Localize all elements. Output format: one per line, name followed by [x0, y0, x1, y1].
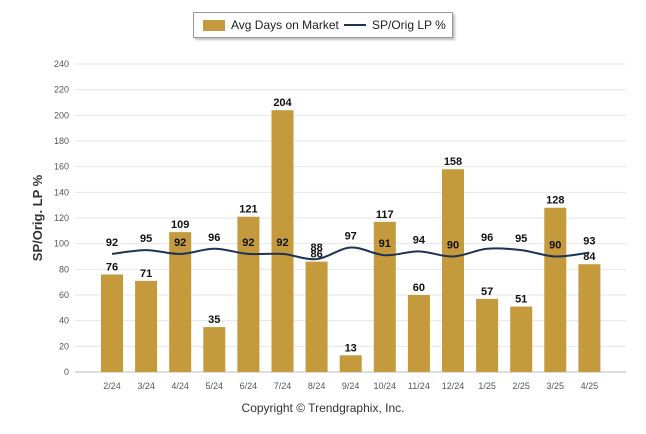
bar-value-label: 109	[171, 219, 189, 231]
x-tick-label: 10/24	[374, 381, 397, 391]
bar	[339, 355, 362, 372]
bar	[578, 264, 601, 372]
bar	[305, 261, 328, 372]
bar-value-label: 60	[413, 282, 425, 294]
legend-item-line[interactable]: SP/Orig LP %	[344, 18, 446, 32]
bar	[442, 169, 464, 372]
line-value-label: 96	[208, 232, 220, 244]
y-tick-label: 60	[59, 290, 69, 300]
bar-value-label: 76	[106, 261, 118, 273]
y-tick-label: 140	[54, 187, 69, 197]
line-value-label: 95	[515, 233, 527, 245]
line-value-label: 91	[379, 238, 391, 250]
bar-value-label: 128	[546, 195, 564, 207]
line-value-label: 94	[413, 234, 426, 246]
x-tick-label: 12/24	[442, 381, 465, 391]
line-value-label: 97	[345, 231, 357, 243]
bar	[271, 110, 294, 372]
x-tick-label: 4/24	[171, 381, 189, 391]
y-tick-label: 40	[59, 316, 69, 326]
y-tick-label: 100	[54, 239, 69, 249]
line-value-label: 90	[549, 240, 561, 252]
bar	[544, 207, 567, 372]
bar	[373, 221, 396, 372]
line-value-label: 96	[481, 232, 493, 244]
line-value-label: 95	[140, 233, 152, 245]
bar-value-label: 51	[515, 294, 527, 306]
line-value-label: 93	[583, 236, 595, 248]
x-tick-label: 3/24	[137, 381, 155, 391]
bar	[510, 306, 533, 372]
x-tick-label: 3/25	[547, 381, 565, 391]
bar-value-label: 121	[239, 204, 257, 216]
x-tick-label: 5/24	[206, 381, 224, 391]
bar-series	[101, 110, 601, 372]
bar	[203, 327, 226, 372]
bar	[476, 298, 499, 372]
bar	[135, 280, 158, 372]
line-value-label: 90	[447, 240, 459, 252]
y-tick-label: 200	[54, 110, 69, 120]
x-tick-label: 2/25	[512, 381, 530, 391]
x-tick-labels: 2/24 3/24 4/24 5/24 6/24 7/24 8/24 9/24 10/24 11/…	[103, 381, 598, 391]
bar	[407, 295, 430, 372]
line-value-labels: 92 95 92 96 92 92 88 97 91 94 90 96 95 90 93	[106, 231, 596, 255]
legend-item-bar[interactable]: Avg Days on Market	[203, 18, 339, 32]
bar	[237, 216, 260, 372]
line-series	[111, 246, 590, 261]
x-tick-label: 6/24	[240, 381, 258, 391]
copyright-text: Copyright © Trendgraphix, Inc.	[241, 401, 405, 415]
line-value-label: 92	[174, 237, 186, 249]
legend-label-bar: Avg Days on Market	[231, 18, 339, 32]
bar-value-label: 84	[583, 251, 596, 263]
legend: Avg Days on Market SP/Orig LP %	[193, 12, 453, 38]
y-tick-label: 180	[54, 136, 69, 146]
bar	[101, 274, 123, 372]
line-value-label: 92	[276, 237, 288, 249]
legend-label-line: SP/Orig LP %	[372, 18, 446, 32]
grid-lines	[75, 63, 626, 373]
bar-value-label: 71	[140, 268, 152, 280]
bar-value-label: 57	[481, 286, 493, 298]
x-tick-label: 4/25	[581, 381, 599, 391]
bar-value-label: 158	[444, 156, 462, 168]
line-value-label: 88	[310, 242, 322, 254]
y-axis-label: SP/Orig. LP %	[30, 174, 45, 261]
line-value-label: 92	[106, 237, 118, 249]
y-tick-label: 240	[54, 59, 69, 69]
bar-value-label: 35	[208, 314, 220, 326]
x-tick-label: 1/25	[478, 381, 496, 391]
bar-value-label: 117	[376, 209, 394, 221]
legend-swatch-bar	[203, 19, 225, 31]
y-tick-label: 80	[59, 264, 69, 274]
x-tick-label: 9/24	[342, 381, 360, 391]
y-tick-label: 20	[59, 341, 69, 351]
y-tick-label: 120	[54, 213, 69, 223]
y-tick-label: 160	[54, 162, 69, 172]
legend-swatch-line	[344, 24, 366, 26]
bar	[169, 232, 192, 372]
bar-value-label: 13	[345, 342, 357, 354]
y-tick-labels: 0 20 40 60 80 100 120 140 160 180 200 220 240	[54, 59, 69, 377]
bar-value-label: 204	[273, 97, 292, 109]
x-tick-label: 7/24	[274, 381, 292, 391]
y-tick-label: 220	[54, 85, 69, 95]
line-value-label: 92	[242, 237, 254, 249]
x-tick-label: 2/24	[103, 381, 121, 391]
x-tick-label: 11/24	[408, 381, 430, 391]
x-tick-label: 8/24	[308, 381, 326, 391]
y-tick-label: 0	[64, 367, 69, 377]
